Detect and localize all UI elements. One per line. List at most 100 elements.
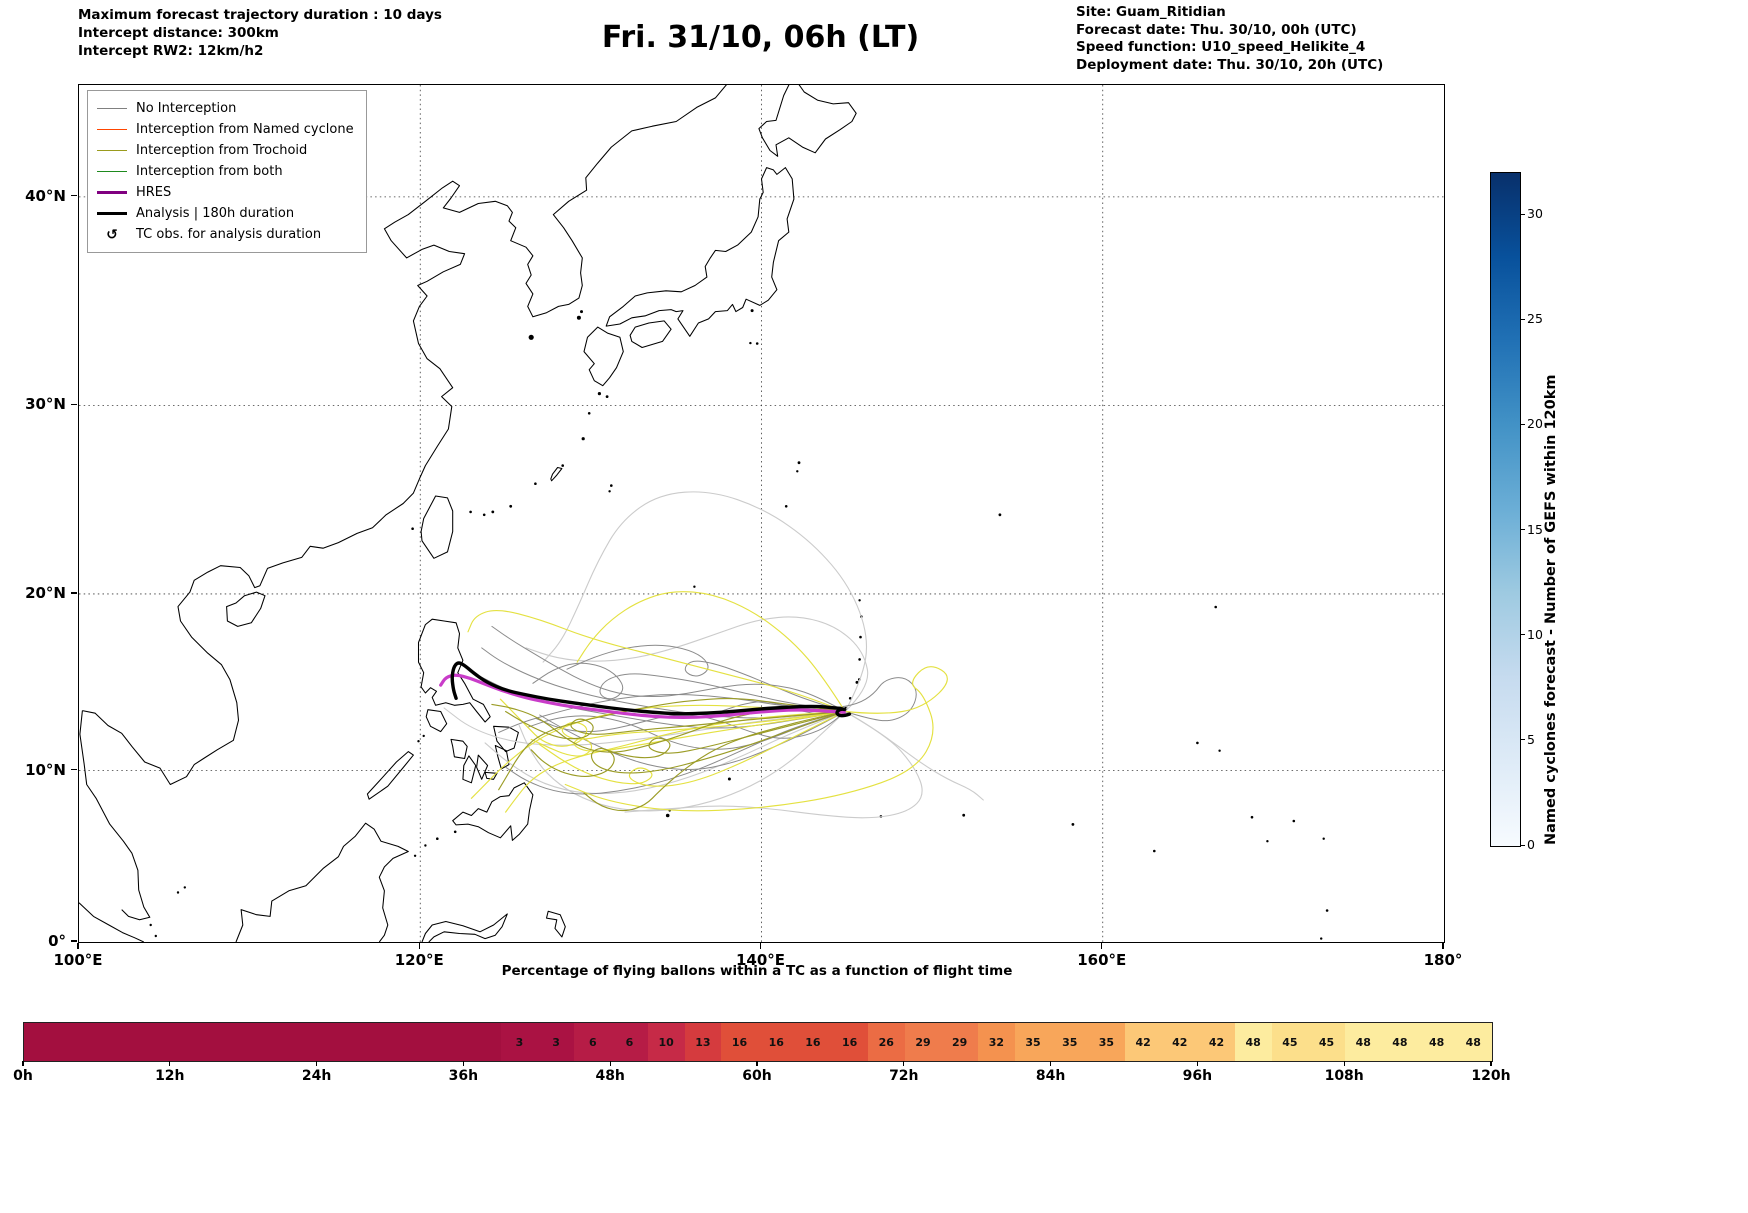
island-dot [561, 464, 564, 467]
colorbar-tick-label: 15 [1527, 521, 1543, 537]
island-dot [858, 599, 861, 602]
intercept-distance-line: Intercept distance: 300km [78, 25, 279, 41]
coastline [452, 782, 534, 841]
flight-axis-tick [1050, 1061, 1052, 1066]
island-dot [858, 658, 861, 661]
y-axis-label: 10°N [25, 760, 66, 779]
flight-axis-label: 120h [1471, 1068, 1511, 1084]
no-interception-track [566, 644, 846, 712]
island-dot [149, 923, 152, 927]
island-dot [581, 437, 585, 441]
flight-axis-tick [1343, 1061, 1345, 1066]
flight-axis-label: 24h [301, 1068, 332, 1084]
island-dot [1071, 823, 1075, 826]
island-dot [154, 934, 157, 938]
coastline [462, 755, 477, 784]
speed-function-line: Speed function: U10_speed_Helikite_4 [1076, 39, 1366, 55]
no-interception-light-track [844, 710, 984, 801]
island-dot [413, 854, 417, 857]
island-dot [797, 461, 801, 465]
flight-time-cell: 48 [1344, 1023, 1382, 1061]
figure-title: Fri. 31/10, 06h (LT) [601, 20, 920, 55]
island-dot [183, 886, 186, 889]
coastline [476, 754, 489, 780]
legend-line-swatch [97, 190, 127, 195]
island-dot [436, 837, 439, 840]
colorbar-tick [1520, 423, 1525, 425]
island-dot [453, 830, 457, 834]
no-interception-track [498, 694, 846, 733]
coastline [421, 913, 508, 942]
no-interception-light-track [484, 710, 846, 795]
legend-label: Interception from both [136, 164, 283, 179]
flight-axis-label: 72h [889, 1068, 919, 1084]
island-dot [509, 504, 513, 508]
coastline [235, 822, 409, 942]
colorbar-tick [1520, 213, 1525, 215]
analysis-track [450, 661, 852, 718]
flight-axis-tick [1196, 1061, 1198, 1066]
flight-time-cell: 6 [611, 1023, 648, 1061]
coastline [758, 85, 857, 157]
flight-time-cell: 48 [1454, 1023, 1492, 1061]
legend-item: HRES [97, 182, 354, 203]
trochoid-olive-track [530, 710, 846, 777]
intercept-rw2-line: Intercept RW2: 12km/h2 [78, 43, 264, 59]
coastline [450, 738, 468, 760]
no-interception-light-track [542, 491, 868, 713]
island-dot [693, 585, 696, 588]
flight-axis-tick [462, 1061, 464, 1066]
island-dot [1322, 837, 1325, 840]
colorbar-tick [1520, 318, 1525, 320]
flight-time-cell: 32 [978, 1023, 1015, 1061]
flight-time-cell: 29 [941, 1023, 979, 1061]
island-dot [491, 510, 495, 514]
island-dot [1218, 749, 1221, 752]
island-dot [855, 680, 859, 684]
flight-time-cell: 16 [794, 1023, 832, 1061]
island-dot [605, 395, 609, 398]
island-dot [528, 334, 534, 340]
island-dot [469, 510, 472, 514]
no-interception-light-track [518, 710, 846, 812]
no-interception-light-track [525, 616, 869, 713]
max-duration-line: Maximum forecast trajectory duration : 1… [78, 7, 442, 23]
flight-time-cell: 13 [684, 1023, 722, 1061]
flight-axis-label: 48h [595, 1068, 625, 1084]
colorbar-tick [1520, 739, 1525, 741]
island-dot [1214, 605, 1217, 609]
trochoid-olive-track [583, 710, 846, 812]
island-dot [1266, 840, 1269, 843]
legend-line-swatch [97, 107, 127, 110]
coastline [629, 320, 672, 349]
coastline [366, 751, 414, 800]
legend-line [97, 107, 127, 110]
island-dot [417, 740, 420, 743]
site-line: Site: Guam_Ritidian [1076, 4, 1226, 20]
y-axis-tick [71, 195, 77, 197]
flight-time-cell: 6 [574, 1023, 612, 1061]
flight-time-cell: 16 [757, 1023, 795, 1061]
colorbar-tick-label: 20 [1527, 416, 1543, 432]
coastline [226, 591, 266, 627]
colorbar-tick-label: 0 [1527, 837, 1535, 852]
y-axis-label: 40°N [25, 186, 66, 205]
y-axis-label: 30°N [25, 395, 66, 414]
flight-axis-label: 36h [448, 1068, 479, 1084]
no-interception-track [527, 711, 846, 750]
legend-label: Interception from Trochoid [136, 143, 308, 158]
run-parameters-text: Maximum forecast trajectory duration : 1… [78, 6, 442, 60]
island-dot [534, 482, 537, 486]
legend-label: TC obs. for analysis duration [136, 227, 322, 242]
trajectory-map: No Interception Interception from Named c… [78, 84, 1445, 943]
island-dot [750, 309, 754, 313]
no-interception-track [491, 625, 846, 712]
flight-time-cell: 29 [904, 1023, 942, 1061]
trochoid-olive-track [498, 698, 846, 791]
coastline [605, 167, 795, 337]
legend-line [97, 211, 127, 216]
coastline [583, 326, 624, 387]
coastline [79, 902, 145, 942]
flight-time-bar-title: Percentage of flying ballons within a TC… [501, 963, 1013, 979]
